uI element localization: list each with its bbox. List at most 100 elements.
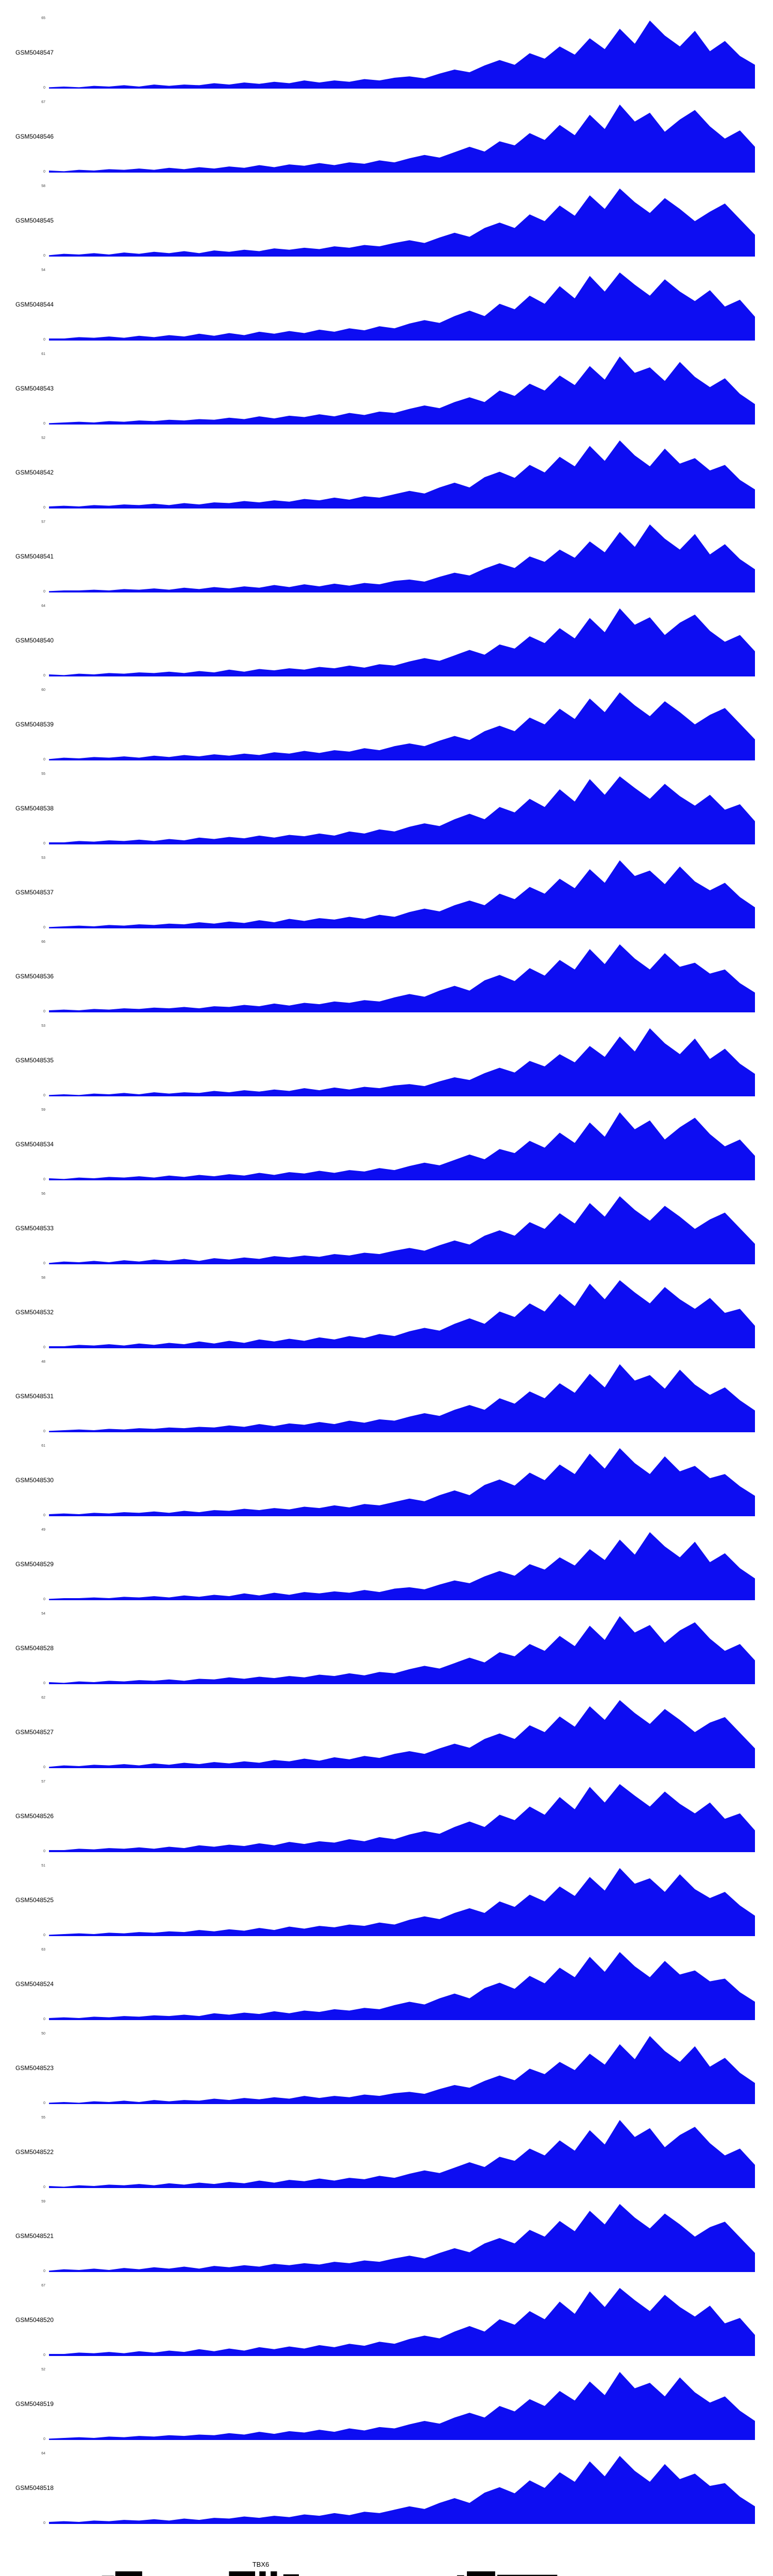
- track-ymax-label: 57: [41, 520, 45, 524]
- track-label: GSM5048545: [15, 216, 54, 224]
- track-label: GSM5048541: [15, 552, 54, 560]
- track-ymax-label: 52: [41, 2368, 45, 2371]
- track-label: GSM5048542: [15, 468, 54, 476]
- coverage-area-shape: [49, 1196, 755, 1264]
- coverage-area-shape: [49, 1280, 755, 1348]
- coverage-area-chart: [49, 104, 755, 173]
- track-label: GSM5048531: [15, 1392, 54, 1400]
- gene-model: TBX6: [102, 2561, 558, 2576]
- track-label: GSM5048525: [15, 1896, 54, 1904]
- coverage-area-shape: [49, 2120, 755, 2188]
- coverage-area-shape: [49, 2371, 755, 2440]
- coverage-track-row: GSM5048531 48 0: [0, 1354, 773, 1438]
- coverage-area-chart: [49, 2120, 755, 2188]
- coverage-area-chart: [49, 1616, 755, 1684]
- track-label: GSM5048524: [15, 1980, 54, 1988]
- coverage-track-row: GSM5048543 61 0: [0, 346, 773, 430]
- track-ymin-label: 0: [43, 506, 45, 510]
- coverage-track-row: GSM5048519 52 0: [0, 2362, 773, 2446]
- coverage-track-row: GSM5048530 61 0: [0, 1438, 773, 1522]
- coverage-area-shape: [49, 1028, 755, 1096]
- track-ymin-label: 0: [43, 2185, 45, 2189]
- track-label: GSM5048539: [15, 720, 54, 728]
- coverage-area-chart: [49, 2204, 755, 2272]
- track-ymax-label: 58: [41, 184, 45, 188]
- gene-label: TBX6: [253, 2561, 270, 2568]
- coverage-track-row: GSM5048538 55 0: [0, 766, 773, 850]
- coverage-track-row: GSM5048542 52 0: [0, 430, 773, 514]
- track-ymin-label: 0: [43, 1178, 45, 1181]
- track-ymax-label: 58: [41, 1276, 45, 1280]
- track-ymax-label: 65: [41, 16, 45, 20]
- track-ymax-label: 52: [41, 436, 45, 440]
- exon-box: [283, 2574, 299, 2576]
- coverage-area-chart: [49, 1700, 755, 1768]
- coverage-track-row: GSM5048533 56 0: [0, 1186, 773, 1270]
- coverage-area-shape: [49, 1616, 755, 1684]
- track-label: GSM5048528: [15, 1644, 54, 1652]
- track-ymin-label: 0: [43, 1430, 45, 1433]
- track-ymax-label: 55: [41, 2116, 45, 2120]
- coverage-track-row: GSM5048527 62 0: [0, 1690, 773, 1774]
- track-ymax-label: 54: [41, 1612, 45, 1616]
- track-ymax-label: 61: [41, 352, 45, 356]
- coverage-track-row: GSM5048525 51 0: [0, 1858, 773, 1942]
- coverage-track-row: GSM5048523 50 0: [0, 2026, 773, 2110]
- coverage-area-shape: [49, 1448, 755, 1516]
- track-ymax-label: 56: [41, 1192, 45, 1196]
- track-label: GSM5048522: [15, 2148, 54, 2156]
- track-label: GSM5048518: [15, 2484, 54, 2492]
- coverage-area-chart: [49, 1784, 755, 1852]
- coverage-area-chart: [49, 1196, 755, 1264]
- track-ymin-label: 0: [43, 1010, 45, 1013]
- coverage-area-chart: [49, 356, 755, 425]
- coverage-area-shape: [49, 2036, 755, 2104]
- exon-box: [271, 2571, 277, 2576]
- coverage-area-shape: [49, 2287, 755, 2356]
- coverage-area-chart: [49, 1112, 755, 1180]
- track-ymax-label: 57: [41, 1780, 45, 1784]
- coverage-area-shape: [49, 1532, 755, 1600]
- coverage-area-chart: [49, 1364, 755, 1432]
- coverage-area-shape: [49, 2455, 755, 2524]
- track-ymin-label: 0: [43, 1766, 45, 1769]
- track-ymax-label: 64: [41, 2452, 45, 2455]
- coverage-area-shape: [49, 1112, 755, 1180]
- track-label: GSM5048532: [15, 1308, 54, 1316]
- track-ymin-label: 0: [43, 1598, 45, 1601]
- track-ymax-label: 67: [41, 2284, 45, 2287]
- track-label: GSM5048520: [15, 2316, 54, 2324]
- track-ymin-label: 0: [43, 170, 45, 174]
- track-ymax-label: 54: [41, 268, 45, 272]
- coverage-area-shape: [49, 944, 755, 1012]
- track-label: GSM5048529: [15, 1560, 54, 1568]
- coverage-track-row: GSM5048539 60 0: [0, 682, 773, 766]
- coverage-track-row: GSM5048536 66 0: [0, 934, 773, 1018]
- coverage-area-shape: [49, 1364, 755, 1432]
- coverage-track-row: GSM5048546 67 0: [0, 94, 773, 178]
- coverage-track-row: GSM5048521 59 0: [0, 2194, 773, 2278]
- coverage-track-row: GSM5048522 55 0: [0, 2110, 773, 2194]
- track-ymin-label: 0: [43, 86, 45, 90]
- track-ymin-label: 0: [43, 422, 45, 426]
- track-label: GSM5048538: [15, 804, 54, 812]
- track-ymax-label: 55: [41, 772, 45, 776]
- track-ymin-label: 0: [43, 1682, 45, 1685]
- track-ymin-label: 0: [43, 758, 45, 761]
- coverage-track-row: GSM5048524 63 0: [0, 1942, 773, 2026]
- track-ymin-label: 0: [43, 254, 45, 258]
- coverage-track-row: GSM5048529 49 0: [0, 1522, 773, 1606]
- coverage-area-chart: [49, 776, 755, 844]
- coverage-area-shape: [49, 1700, 755, 1768]
- coverage-area-chart: [49, 1868, 755, 1936]
- coverage-area-chart: [49, 1448, 755, 1516]
- track-ymax-label: 50: [41, 2032, 45, 2036]
- track-label: GSM5048537: [15, 888, 54, 896]
- track-label: GSM5048536: [15, 972, 54, 980]
- track-label: GSM5048523: [15, 2064, 54, 2072]
- track-ymin-label: 0: [43, 1094, 45, 1097]
- coverage-area-shape: [49, 1868, 755, 1936]
- coverage-area-shape: [49, 188, 755, 257]
- coverage-area-shape: [49, 692, 755, 760]
- track-ymax-label: 48: [41, 1360, 45, 1364]
